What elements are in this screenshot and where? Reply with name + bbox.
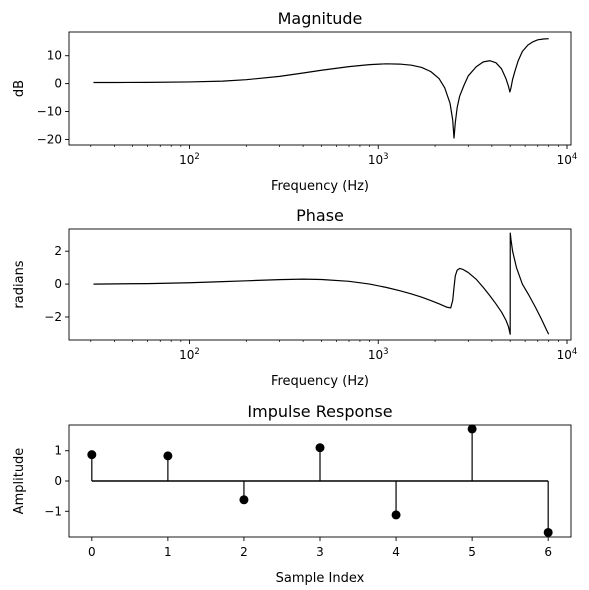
y-tick-label: 10 (47, 49, 62, 63)
stem-marker (87, 450, 97, 460)
x-tick-exponent: 4 (572, 152, 577, 162)
series-line (93, 38, 549, 139)
x-tick-exponent: 4 (572, 347, 577, 357)
x-axis-label: Frequency (Hz) (271, 179, 369, 194)
y-tick-label: 0 (54, 277, 62, 291)
x-tick-mantissa: 10 (368, 153, 383, 167)
y-tick-label: 1 (54, 444, 62, 458)
x-tick-label: 104 (557, 152, 578, 167)
x-tick-label: 5 (468, 545, 476, 559)
y-tick-label: −20 (37, 132, 62, 146)
x-tick-mantissa: 10 (179, 348, 194, 362)
y-axis-label: radians (12, 260, 27, 308)
x-tick-mantissa: 10 (368, 348, 383, 362)
x-tick-label: 3 (316, 545, 324, 559)
y-axis-label: Amplitude (12, 448, 27, 515)
x-tick-label: 103 (368, 347, 389, 362)
x-tick-mantissa: 10 (557, 348, 572, 362)
y-tick-label: −1 (44, 504, 62, 518)
x-tick-mantissa: 10 (179, 153, 194, 167)
plot-frame (68, 228, 572, 341)
x-tick-exponent: 2 (194, 152, 199, 162)
stem-marker (315, 443, 325, 453)
x-tick-mantissa: 10 (557, 153, 572, 167)
x-tick-label: 104 (557, 347, 578, 362)
x-tick-label: 103 (368, 152, 389, 167)
y-tick-label: 0 (54, 77, 62, 91)
x-tick-label: 102 (179, 347, 200, 362)
x-tick-exponent: 3 (383, 152, 388, 162)
x-tick-label: 4 (392, 545, 400, 559)
x-tick-exponent: 2 (194, 347, 199, 357)
series-line (93, 232, 550, 335)
chart-title: Impulse Response (247, 402, 392, 421)
y-tick-label: 0 (54, 474, 62, 488)
y-tick-label: 2 (54, 244, 62, 258)
x-tick-label: 2 (240, 545, 248, 559)
x-tick-label: 6 (544, 545, 552, 559)
stem-marker (239, 495, 249, 505)
y-axis-label: dB (12, 80, 27, 97)
stem-marker (467, 424, 477, 434)
impulse-response-panel: Impulse Response 0 1 2 3 4 5 6 −1 0 1 Sample Index A… (12, 402, 572, 586)
y-tick-label: −2 (44, 310, 62, 324)
x-tick-label: 102 (179, 152, 200, 167)
chart-title: Phase (296, 206, 344, 225)
x-axis-label: Frequency (Hz) (271, 374, 369, 389)
x-tick-exponent: 3 (383, 347, 388, 357)
x-tick-label: 0 (88, 545, 96, 559)
x-tick-label: 1 (164, 545, 172, 559)
plot-frame (68, 31, 572, 146)
chart-title: Magnitude (278, 9, 363, 28)
y-tick-label: −10 (37, 105, 62, 119)
stem-marker (163, 451, 173, 461)
x-axis-label: Sample Index (276, 571, 365, 586)
stem-marker (391, 510, 401, 520)
stem-marker (543, 527, 553, 537)
